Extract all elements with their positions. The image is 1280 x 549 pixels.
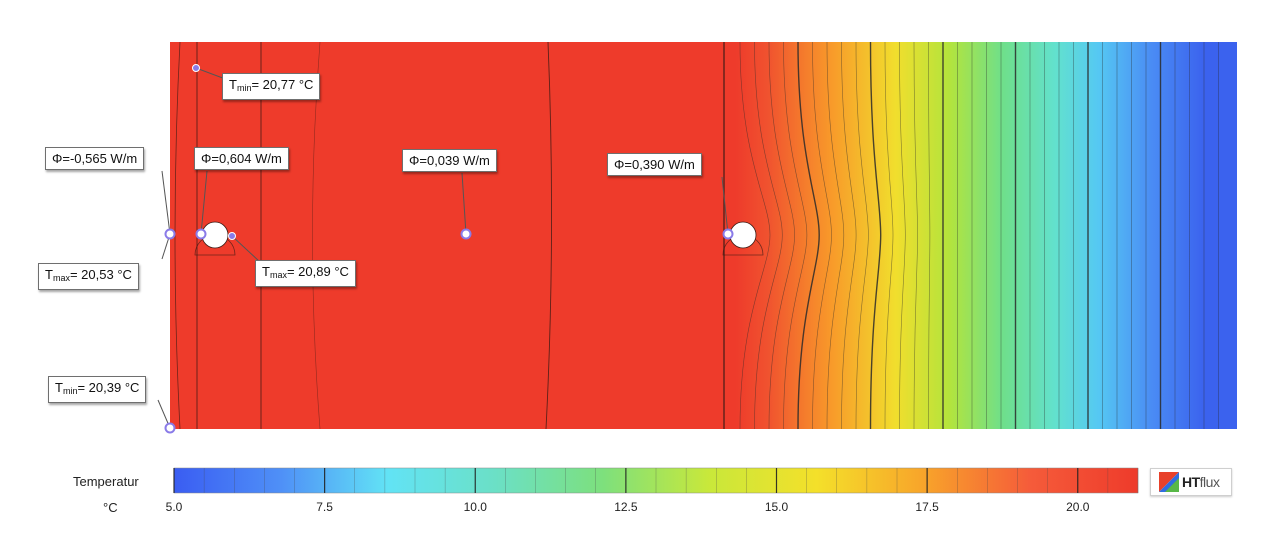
scale-tick-label: 15.0 [764, 500, 789, 514]
temperature-field [170, 42, 1237, 429]
color-scale-ticks [173, 468, 1139, 493]
scale-tick-label: 20.0 [1066, 500, 1090, 514]
measurement-point [195, 228, 207, 240]
scale-tick-label: 7.5 [316, 500, 333, 514]
callout-phi-mid: Φ=0,039 W/m [402, 149, 497, 172]
htflux-logo-icon [1159, 472, 1179, 492]
htflux-logo: HTflux [1150, 468, 1232, 496]
callout-phi-pipe2: Φ=0,390 W/m [607, 153, 702, 176]
callout-phi-left: Φ=-0,565 W/m [45, 147, 145, 170]
measurement-points [164, 64, 734, 434]
callout-phi-pipe1: Φ=0,604 W/m [194, 147, 289, 170]
measurement-point [164, 228, 176, 240]
measurement-point [460, 228, 472, 240]
measurement-point [192, 64, 200, 72]
scale-unit: °C [103, 500, 118, 515]
scale-tick-label: 17.5 [915, 500, 939, 514]
measurement-point [228, 232, 236, 240]
measurement-point [722, 228, 734, 240]
scale-title: Temperatur [73, 474, 139, 489]
measurement-point [164, 422, 176, 434]
scale-tick-label: 10.0 [463, 500, 487, 514]
callout-tmin-top: Tmin= 20,77 °C [222, 73, 321, 100]
callout-tmax-pipe: Tmax= 20,89 °C [255, 260, 356, 287]
callout-tmax-left: Tmax= 20,53 °C [38, 263, 139, 290]
callout-tmin-bottom: Tmin= 20,39 °C [48, 376, 147, 403]
scale-tick-label: 12.5 [614, 500, 638, 514]
scale-tick-label: 5.0 [165, 500, 183, 514]
